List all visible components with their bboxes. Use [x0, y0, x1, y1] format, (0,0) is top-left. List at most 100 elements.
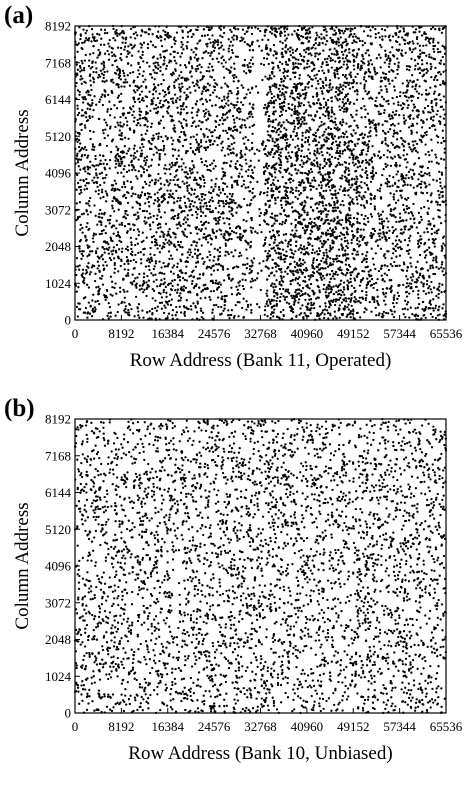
data-point	[292, 179, 295, 182]
data-point	[312, 43, 316, 47]
data-point	[108, 38, 111, 42]
data-point	[251, 115, 254, 119]
data-point	[276, 179, 280, 182]
data-point	[150, 179, 154, 182]
data-point	[261, 38, 264, 41]
data-point	[178, 294, 181, 298]
data-point	[438, 203, 442, 207]
data-point	[341, 57, 344, 60]
data-point	[400, 173, 403, 176]
data-point	[285, 186, 288, 189]
data-point	[367, 145, 370, 148]
data-point	[434, 66, 437, 70]
data-point	[133, 151, 136, 155]
data-point	[180, 158, 184, 161]
data-point	[260, 230, 263, 234]
data-point	[203, 197, 206, 201]
data-point	[318, 107, 322, 110]
data-point	[264, 236, 267, 239]
data-point	[373, 229, 377, 233]
data-point	[287, 240, 291, 244]
data-point	[122, 182, 126, 186]
data-point	[355, 113, 358, 116]
data-point	[88, 59, 91, 62]
data-point	[90, 27, 94, 31]
data-point	[311, 209, 315, 212]
data-point	[376, 302, 380, 305]
data-point	[244, 126, 247, 129]
data-point	[151, 297, 154, 300]
data-point	[84, 170, 87, 173]
data-point	[300, 102, 303, 105]
data-point	[96, 32, 99, 36]
data-point	[267, 62, 270, 66]
data-point	[366, 34, 370, 37]
data-point	[301, 171, 304, 175]
data-point	[227, 126, 231, 130]
data-point	[392, 315, 396, 319]
data-point	[336, 293, 340, 296]
data-point	[264, 305, 267, 308]
data-point	[331, 197, 334, 200]
data-point	[142, 272, 146, 275]
data-point	[349, 71, 352, 74]
data-point	[137, 314, 140, 317]
data-point	[402, 283, 405, 287]
data-point	[409, 276, 413, 279]
data-point	[429, 264, 432, 267]
data-point	[292, 273, 295, 277]
data-point	[367, 270, 370, 273]
data-point	[109, 236, 112, 239]
data-point	[439, 122, 442, 126]
data-point	[353, 188, 356, 191]
data-point	[231, 36, 234, 39]
data-point	[228, 237, 231, 241]
data-point	[91, 307, 95, 311]
data-point	[206, 45, 209, 48]
data-point	[322, 287, 325, 291]
data-point	[331, 239, 334, 242]
data-point	[149, 196, 153, 199]
data-point	[172, 217, 176, 221]
data-point	[344, 274, 347, 277]
data-point	[136, 211, 139, 214]
data-point	[122, 107, 125, 110]
data-point	[145, 182, 148, 186]
data-point	[405, 295, 409, 298]
data-point	[215, 222, 218, 226]
data-point	[427, 223, 430, 226]
data-point	[200, 145, 203, 148]
data-point	[238, 284, 241, 287]
data-point	[376, 154, 380, 157]
data-point	[177, 149, 180, 152]
data-point	[166, 303, 170, 306]
data-point	[239, 110, 242, 113]
data-point	[183, 201, 187, 205]
data-point	[80, 252, 83, 256]
data-point	[325, 233, 328, 236]
data-point	[392, 247, 396, 251]
data-point	[142, 275, 146, 279]
data-point	[399, 240, 403, 243]
data-point	[389, 290, 393, 294]
data-point	[192, 33, 195, 36]
data-point	[268, 230, 272, 233]
data-point	[149, 246, 152, 250]
data-point	[262, 172, 266, 176]
data-point	[88, 166, 92, 169]
data-point	[170, 165, 173, 169]
data-point	[353, 26, 357, 30]
data-point	[126, 179, 129, 183]
data-point	[309, 168, 313, 171]
data-point	[158, 284, 162, 288]
data-point	[291, 201, 294, 204]
data-point	[124, 209, 127, 213]
data-point	[146, 125, 149, 128]
data-point	[417, 246, 420, 249]
data-point	[305, 247, 309, 250]
data-point	[343, 175, 347, 178]
data-point	[104, 231, 107, 235]
data-point	[167, 101, 170, 104]
data-point	[303, 188, 307, 192]
data-point	[410, 99, 413, 102]
